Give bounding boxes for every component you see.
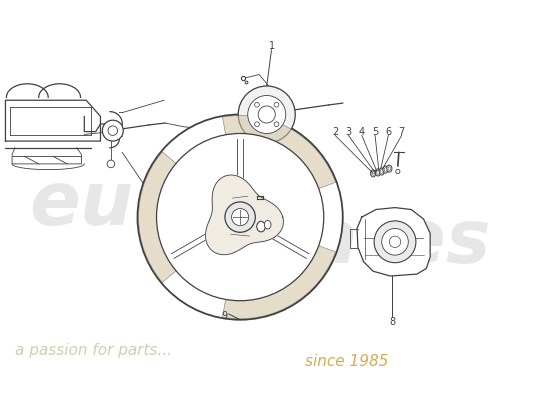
Wedge shape [157, 164, 178, 270]
Wedge shape [139, 152, 177, 282]
Circle shape [108, 126, 118, 135]
Text: 7: 7 [399, 126, 405, 136]
Ellipse shape [372, 172, 375, 175]
Circle shape [274, 122, 279, 127]
Circle shape [382, 228, 408, 255]
Wedge shape [226, 134, 318, 190]
Ellipse shape [383, 166, 388, 173]
Circle shape [255, 102, 260, 107]
Circle shape [157, 134, 324, 301]
Circle shape [255, 122, 260, 127]
Circle shape [374, 221, 416, 263]
Circle shape [274, 102, 279, 107]
Circle shape [396, 170, 400, 174]
Wedge shape [223, 245, 336, 319]
Ellipse shape [375, 169, 381, 176]
Polygon shape [357, 208, 430, 276]
Ellipse shape [381, 170, 383, 173]
Polygon shape [206, 175, 283, 255]
Text: since 1985: since 1985 [305, 354, 388, 369]
Circle shape [107, 160, 115, 168]
Wedge shape [226, 245, 318, 300]
Wedge shape [223, 116, 336, 189]
Text: euro: euro [29, 168, 222, 241]
Ellipse shape [387, 165, 392, 172]
Ellipse shape [379, 168, 384, 175]
Circle shape [238, 86, 295, 143]
Ellipse shape [377, 170, 380, 174]
Text: 2: 2 [332, 126, 338, 136]
Ellipse shape [265, 220, 271, 229]
Circle shape [102, 120, 123, 141]
Text: 1: 1 [270, 41, 276, 51]
Circle shape [258, 106, 276, 123]
Ellipse shape [257, 221, 265, 232]
Circle shape [389, 236, 401, 248]
Circle shape [138, 114, 343, 320]
Circle shape [225, 202, 255, 232]
Ellipse shape [384, 168, 387, 172]
Text: 5: 5 [372, 126, 378, 136]
Text: 9: 9 [222, 311, 228, 321]
Ellipse shape [371, 170, 376, 177]
Ellipse shape [388, 167, 390, 170]
Text: 4: 4 [359, 126, 365, 136]
Circle shape [248, 96, 286, 134]
Circle shape [232, 208, 249, 226]
Text: 6: 6 [386, 126, 392, 136]
Text: 8: 8 [389, 317, 395, 327]
Text: a passion for parts...: a passion for parts... [15, 343, 172, 358]
Text: spares: spares [210, 206, 491, 279]
Text: 3: 3 [345, 126, 351, 136]
